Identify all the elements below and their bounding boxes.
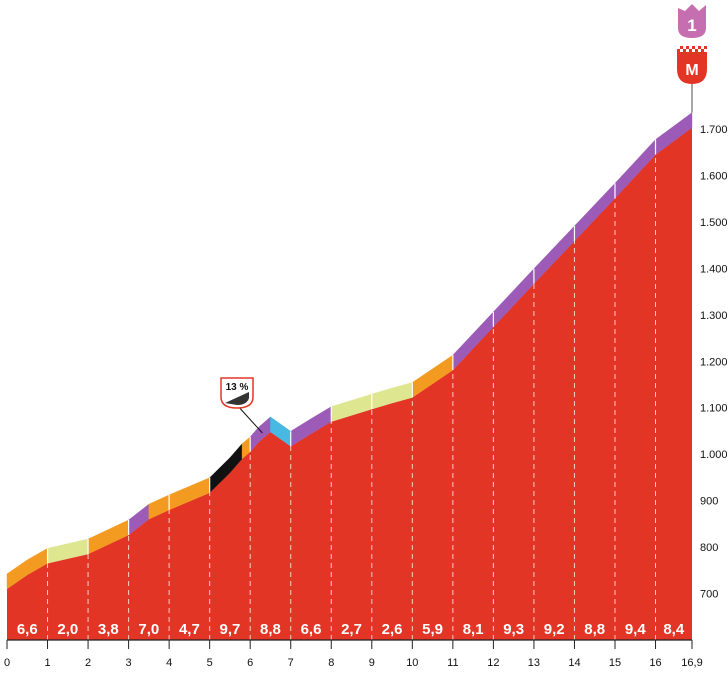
y-tick-label: 1.200	[700, 356, 728, 368]
flag-square	[680, 49, 683, 52]
x-tick-label: 16,9	[681, 657, 702, 669]
x-tick-label: 10	[406, 657, 418, 669]
profile-area-fill	[7, 127, 692, 640]
gradient-label: 3,8	[98, 621, 119, 638]
checkered-flag-icon	[677, 46, 707, 52]
y-tick-label: 1.500	[700, 217, 728, 229]
flag-square	[683, 46, 686, 49]
summit-finish-label: M	[685, 62, 698, 79]
x-tick-label: 7	[288, 657, 294, 669]
flag-square	[686, 49, 689, 52]
flag-square	[677, 46, 680, 49]
mountain-category-badge	[678, 4, 706, 38]
x-tick-label: 6	[247, 657, 253, 669]
x-tick-label: 9	[369, 657, 375, 669]
steep-gradient-icon	[225, 392, 249, 405]
y-tick-label: 1.000	[700, 449, 728, 461]
x-tick-label: 15	[609, 657, 621, 669]
gradient-label: 2,0	[57, 621, 78, 638]
x-tick-label: 12	[487, 657, 499, 669]
y-tick-label: 1.300	[700, 310, 728, 322]
gradient-label: 5,9	[422, 621, 443, 638]
y-tick-label: 900	[700, 496, 718, 508]
max-gradient-callout: 13 %	[220, 377, 263, 434]
gradient-label: 9,2	[544, 621, 565, 638]
x-tick-label: 5	[207, 657, 213, 669]
gradient-label: 8,8	[260, 621, 281, 638]
flag-square	[695, 46, 698, 49]
flag-square	[701, 46, 704, 49]
y-tick-label: 1.100	[700, 403, 728, 415]
x-tick-label: 13	[528, 657, 540, 669]
gradient-label: 8,4	[663, 621, 685, 638]
y-axis: 700 800 900 1.000 1.100 1.200 1.300 1.400 1.500 1…	[700, 124, 728, 601]
gradient-label: 9,3	[503, 621, 524, 638]
x-tick-label: 2	[85, 657, 91, 669]
gradient-label: 9,4	[625, 621, 647, 638]
x-tick-label: 4	[166, 657, 172, 669]
x-tick-label: 0	[4, 657, 10, 669]
y-tick-label: 1.700	[700, 124, 728, 136]
gradient-label: 9,7	[219, 621, 240, 638]
y-tick-label: 1.400	[700, 263, 728, 275]
gradient-label: 8,8	[584, 621, 605, 638]
flag-square	[704, 49, 707, 52]
mountain-category-label: 1	[687, 16, 696, 35]
x-tick-label: 8	[328, 657, 334, 669]
gradient-label: 2,7	[341, 621, 362, 638]
x-axis: 0 1 2 3 4 5 6 7 8 9 10 11 12 13 14 15 16 16,9	[4, 639, 703, 669]
x-tick-label: 3	[126, 657, 132, 669]
gradient-label: 8,1	[463, 621, 484, 638]
finish-markers: 1 M	[677, 4, 707, 113]
gradient-label: 6,6	[17, 621, 38, 638]
gradient-label: 4,7	[179, 621, 200, 638]
gradient-label: 6,6	[301, 621, 322, 638]
callout-leader-line	[236, 404, 263, 434]
summit-finish-badge	[677, 46, 707, 84]
flag-square	[698, 49, 701, 52]
flag-square	[692, 49, 695, 52]
x-tick-label: 14	[568, 657, 580, 669]
x-tick-label: 1	[44, 657, 50, 669]
gradient-label: 7,0	[138, 621, 159, 638]
km-divider-group	[46, 139, 657, 640]
y-tick-label: 700	[700, 589, 718, 601]
gradient-label: 2,6	[382, 621, 403, 638]
y-tick-label: 800	[700, 542, 718, 554]
gradient-label-group: 6,6 2,0 3,8 7,0 4,7 9,7 8,8 6,6 2,7 2,6 5,9 8,1 9,3 9…	[17, 621, 685, 638]
callout-label: 13 %	[226, 382, 249, 393]
flag-square	[689, 46, 692, 49]
profile-area	[7, 127, 692, 640]
x-tick-label: 16	[649, 657, 661, 669]
gradient-band-group	[6, 112, 693, 590]
x-tick-label: 11	[447, 657, 458, 669]
y-tick-label: 1.600	[700, 170, 728, 182]
